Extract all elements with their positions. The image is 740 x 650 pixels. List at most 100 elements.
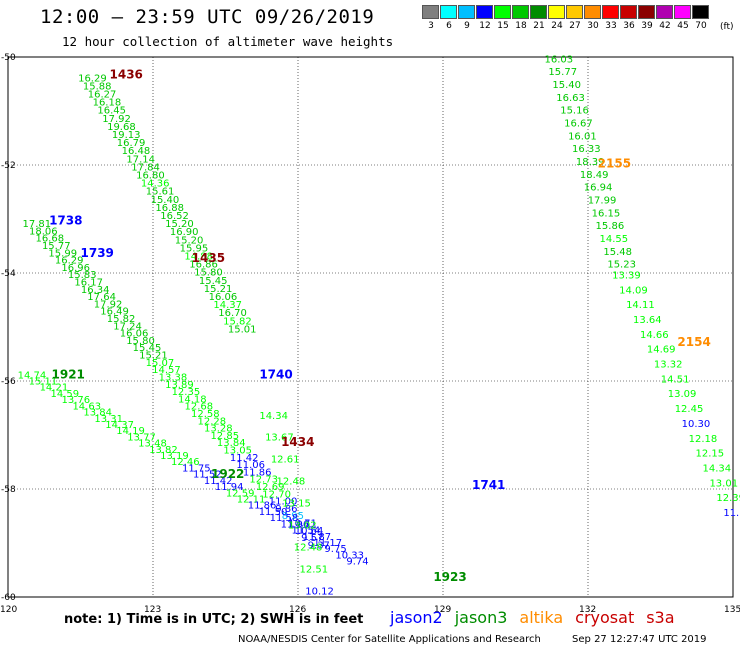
pass-time-label: 1923 (433, 570, 466, 584)
page-subtitle: 12 hour collection of altimeter wave hei… (62, 34, 394, 49)
wave-height-value: 15.07 (146, 358, 175, 369)
wave-height-value: 16.15 (592, 208, 621, 219)
wave-height-value: 12.58 (191, 409, 220, 420)
pass-time-label: 2155 (598, 157, 631, 171)
wave-height-value: 10.30 (682, 419, 711, 430)
color-scale-swatch (620, 5, 637, 19)
color-scale-swatch (548, 5, 565, 19)
longitude-tick-label: 132 (579, 605, 596, 615)
wave-height-value: 15.99 (48, 248, 77, 259)
wave-height-value: 15.01 (228, 324, 257, 335)
wave-height-value: 15.45 (199, 276, 228, 287)
wave-height-value: 15.86 (596, 221, 625, 232)
wave-height-value: 16.45 (97, 106, 126, 117)
wave-height-value: 15.77 (42, 241, 71, 252)
wave-height-value: 17.14 (126, 154, 155, 165)
wave-height-value: 15.48 (603, 247, 632, 258)
wave-height-value: 10.12 (305, 586, 334, 597)
wave-height-value: 11.54 (292, 526, 321, 537)
wave-height-value: 14.18 (178, 394, 207, 405)
pass-time-label: 2154 (677, 335, 710, 349)
color-scale-legend: 3 6 9 12 15 18 21 24 27 30 33 36 39 42 45 70 (ft) (422, 5, 734, 32)
color-scale-label: 15 (497, 21, 509, 31)
wave-height-value: 13.89 (165, 380, 194, 391)
color-scale-label: 6 (446, 21, 452, 31)
legend-s3a: s3a (646, 608, 675, 627)
latitude-tick-label: -56 (1, 377, 16, 387)
wave-height-value: 13.02 (288, 520, 317, 531)
wave-height-value: 14.19 (116, 426, 145, 437)
wave-height-value: 11.42 (230, 453, 259, 464)
color-scale-label: 36 (623, 21, 635, 31)
latitude-tick-label: -52 (1, 161, 16, 171)
latitude-tick-label: -60 (1, 593, 16, 603)
wave-height-value: 9.37 (308, 540, 330, 551)
wave-height-value: 13.84 (83, 408, 112, 419)
color-scale-swatch (494, 5, 511, 19)
wave-height-value: 11.86 (248, 501, 277, 512)
pass-time-label: 1741 (472, 478, 505, 492)
footer-note: note: 1) Time is in UTC; 2) SWH is in fe… (64, 612, 364, 627)
wave-height-value: 8.95 (282, 511, 304, 522)
wave-height-value: 14.74 (18, 370, 47, 381)
wave-height-value: 9.86 (275, 504, 297, 515)
color-scale-label: 70 (695, 21, 707, 31)
wave-height-value: 14.37 (213, 300, 242, 311)
wave-height-value: 16.63 (556, 93, 585, 104)
color-scale-swatch (512, 5, 529, 19)
wave-height-value: 14.88 (184, 252, 213, 263)
color-scale-swatch (440, 5, 457, 19)
longitude-tick-label: 135 (724, 605, 740, 615)
wave-height-value: 16.67 (564, 119, 593, 130)
wave-height-value: 10.33 (335, 550, 364, 561)
pass-time-label: 1738 (49, 213, 82, 227)
wave-height-value: 15.23 (607, 260, 636, 271)
wave-height-value: 11.17 (313, 538, 342, 549)
wave-height-value: 16.49 (100, 307, 129, 318)
wave-height-value: 15.77 (548, 67, 577, 78)
wave-height-value: 15.88 (83, 81, 112, 92)
wave-height-value: 12.73 (249, 475, 278, 486)
wave-height-value: 11.3 (723, 508, 740, 519)
map-frame (7, 56, 734, 598)
wave-height-value: 16.06 (120, 329, 149, 340)
satellite-legend: jason2 jason3 altika cryosat s3a (390, 608, 675, 627)
wave-height-value: 12.39 (716, 493, 740, 504)
wave-height-value: 16.18 (93, 98, 122, 109)
wave-height-value: 18.06 (29, 226, 58, 237)
longitude-tick-label: 120 (0, 605, 17, 615)
wave-height-value: 14.11 (626, 300, 655, 311)
wave-height-value: 16.03 (545, 54, 574, 65)
wave-height-value: 15.20 (175, 235, 204, 246)
wave-height-value: 10.71 (288, 518, 317, 529)
wave-height-value: 12.61 (271, 455, 300, 466)
wave-height-value: 14.59 (51, 389, 80, 400)
wave-height-value: 15.61 (146, 187, 175, 198)
color-scale-label: 45 (677, 21, 689, 31)
pass-time-label: 1436 (110, 68, 143, 82)
wave-height-value: 15.82 (107, 314, 136, 325)
legend-cryosat: cryosat (575, 608, 635, 627)
wave-height-value: 11.50 (259, 507, 288, 518)
wave-height-value: 12.51 (300, 564, 329, 575)
wave-height-value: 16.52 (160, 211, 189, 222)
wave-height-value: 17.81 (23, 219, 52, 230)
wave-height-value: 13.39 (612, 270, 641, 281)
latitude-tick-label: -58 (1, 485, 16, 495)
legend-jason3: jason3 (454, 608, 508, 627)
color-scale-label: 30 (587, 21, 599, 31)
wave-height-value: 15.20 (165, 219, 194, 230)
wave-height-value: 16.86 (189, 260, 218, 271)
pass-time-label: 1435 (192, 251, 225, 265)
wave-height-value: 16.06 (209, 292, 238, 303)
wave-height-value: 16.88 (155, 203, 184, 214)
wave-height-value: 16.80 (136, 171, 165, 182)
color-scale-label: 24 (551, 21, 563, 31)
latitude-tick-label: -50 (1, 53, 16, 63)
wave-height-value: 19.68 (107, 122, 136, 133)
wave-height-value: 14.37 (105, 420, 134, 431)
color-scale-swatch (638, 5, 655, 19)
color-scale-swatch (476, 5, 493, 19)
color-scale-label: 27 (569, 21, 581, 31)
